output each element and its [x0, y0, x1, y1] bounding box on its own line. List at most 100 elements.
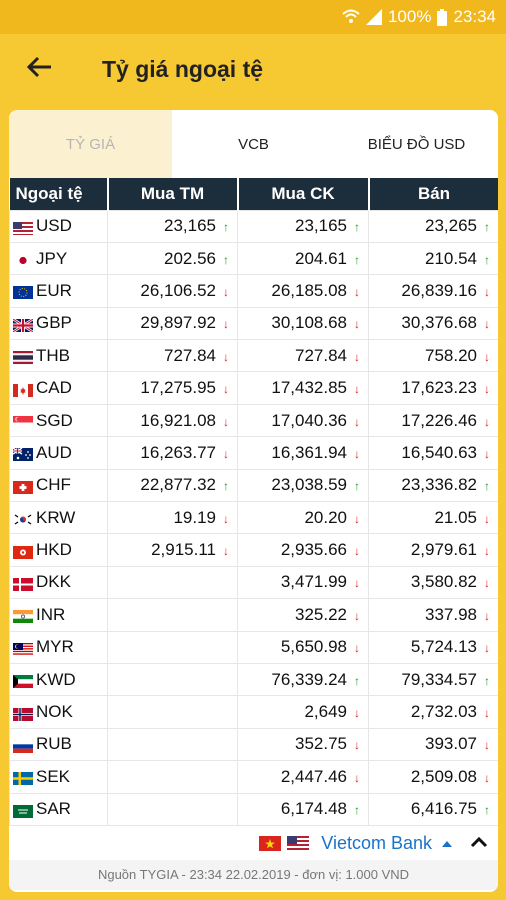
- table-row[interactable]: CHF 22,877.32 ↑ 23,038.59 ↑ 23,336.82 ↑: [9, 468, 498, 503]
- arrow-down-icon: ↓: [484, 576, 490, 591]
- table-row[interactable]: KRW 19.19 ↓ 20.20 ↓ 21.05 ↓: [9, 501, 498, 535]
- column-header-sell: Bán: [367, 178, 498, 210]
- sell-cell: 5,724.13 ↓: [368, 630, 498, 664]
- buy-transfer-cell: 2,649 ↓: [237, 695, 369, 729]
- sell-cell: 21.05 ↓: [368, 501, 498, 535]
- bank-name[interactable]: Vietcom Bank: [321, 833, 432, 854]
- signal-icon: [365, 9, 382, 25]
- table-row[interactable]: SAR 6,174.48 ↑ 6,416.75 ↑: [9, 792, 498, 826]
- arrow-down-icon: ↓: [354, 706, 360, 721]
- rate-value: 76,339.24: [271, 669, 347, 689]
- currency-code: THB: [36, 345, 70, 365]
- column-header-buy-cash: Mua TM: [106, 178, 238, 210]
- buy-cash-cell: 23,165 ↑: [107, 209, 238, 243]
- table-row[interactable]: KWD 76,339.24 ↑ 79,334.57 ↑: [9, 662, 498, 697]
- buy-transfer-cell: 727.84 ↓: [237, 339, 369, 373]
- table-row[interactable]: JPY 202.56 ↑ 204.61 ↑ 210.54 ↑: [9, 241, 498, 276]
- table-row[interactable]: EUR 26,106.52 ↓ 26,185.08 ↓ 26,839.16 ↓: [9, 274, 498, 308]
- table-row[interactable]: THB 727.84 ↓ 727.84 ↓ 758.20 ↓: [9, 339, 498, 373]
- currency-code: MYR: [36, 637, 74, 657]
- sell-cell: 17,623.23 ↓: [368, 371, 498, 405]
- wifi-icon: [342, 9, 360, 25]
- vn-flag-icon[interactable]: [259, 836, 282, 852]
- table-row[interactable]: SGD 16,921.08 ↓ 17,040.36 ↓ 17,226.46 ↓: [9, 403, 498, 438]
- currency-cell: GBP: [9, 306, 108, 341]
- table-row[interactable]: RUB 352.75 ↓ 393.07 ↓: [9, 727, 498, 762]
- arrow-up-icon: ↑: [484, 803, 490, 818]
- currency-code: NOK: [36, 702, 73, 722]
- arrow-down-icon: ↓: [484, 738, 490, 753]
- currency-cell: KWD: [9, 662, 108, 697]
- us-flag-icon[interactable]: [287, 836, 310, 852]
- rate-value: 30,108.68: [271, 313, 347, 333]
- rate-value: 16,540.63: [401, 442, 477, 462]
- in-flag-icon: [13, 608, 33, 624]
- ru-flag-icon: [13, 738, 33, 753]
- rate-value: 337.98: [425, 604, 477, 624]
- rate-value: 29,897.92: [140, 313, 216, 333]
- column-header-currency: Ngoại tệ: [9, 178, 108, 210]
- arrow-down-icon: ↓: [484, 511, 490, 526]
- table-row[interactable]: HKD 2,915.11 ↓ 2,935.66 ↓ 2,979.61 ↓: [9, 533, 498, 567]
- rate-value: 17,275.95: [140, 378, 216, 398]
- tab-ty-gia[interactable]: TỶ GIÁ: [9, 110, 172, 178]
- sell-cell: 210.54 ↑: [368, 241, 498, 276]
- arrow-down-icon: ↓: [223, 446, 229, 461]
- arrow-up-icon: ↑: [354, 220, 360, 235]
- sell-cell: 2,509.08 ↓: [368, 760, 498, 794]
- arrow-up-icon: ↑: [223, 220, 229, 235]
- table-row[interactable]: AUD 16,263.77 ↓ 16,361.94 ↓ 16,540.63 ↓: [9, 436, 498, 470]
- arrow-down-icon: ↓: [354, 544, 360, 559]
- currency-code: HKD: [36, 540, 72, 560]
- status-bar: 100% 23:34: [0, 0, 506, 34]
- arrow-down-icon: ↓: [354, 317, 360, 332]
- table-row[interactable]: SEK 2,447.46 ↓ 2,509.08 ↓: [9, 760, 498, 794]
- rate-value: 3,471.99: [280, 572, 347, 592]
- table-row[interactable]: INR 325.22 ↓ 337.98 ↓: [9, 598, 498, 632]
- rate-value: 22,877.32: [140, 475, 216, 495]
- currency-code: SEK: [36, 766, 71, 786]
- tab-vcb[interactable]: VCB: [238, 135, 269, 153]
- exchange-rate-table: Ngoại tệ Mua TM Mua CK Bán USD 23,165 ↑ 23,…: [9, 178, 498, 826]
- table-row[interactable]: NOK 2,649 ↓ 2,732.03 ↓: [9, 695, 498, 729]
- arrow-down-icon: ↓: [223, 544, 229, 559]
- buy-cash-cell: 26,106.52 ↓: [107, 274, 238, 308]
- currency-cell: SEK: [9, 760, 108, 794]
- buy-cash-cell: 29,897.92 ↓: [107, 306, 238, 341]
- rate-value: 19.19: [173, 507, 216, 527]
- sell-cell: 30,376.68 ↓: [368, 306, 498, 341]
- back-button[interactable]: [0, 34, 80, 104]
- table-row[interactable]: GBP 29,897.92 ↓ 30,108.68 ↓ 30,376.68 ↓: [9, 306, 498, 341]
- tab-bieu-do-usd[interactable]: BIỂU ĐỒ USD: [367, 135, 466, 153]
- rates-card: TỶ GIÁ VCB BIỂU ĐỒ USD Ngoại tệ Mua TM M…: [9, 110, 498, 892]
- arrow-down-icon: ↓: [223, 317, 229, 332]
- rate-value: 23,038.59: [271, 475, 347, 495]
- rate-value: 5,650.98: [280, 637, 347, 657]
- table-row[interactable]: DKK 3,471.99 ↓ 3,580.82 ↓: [9, 565, 498, 600]
- back-arrow-icon: [26, 56, 53, 83]
- chevron-up-icon[interactable]: [470, 835, 488, 853]
- currency-cell: CAD: [9, 371, 108, 405]
- no-flag-icon: [13, 706, 33, 721]
- us-flag-icon: [13, 220, 33, 235]
- rate-value: 2,915.11: [151, 540, 216, 560]
- buy-transfer-cell: 6,174.48 ↑: [237, 792, 369, 826]
- arrow-down-icon: ↓: [484, 414, 490, 429]
- dk-flag-icon: [13, 576, 33, 591]
- rate-value: 26,106.52: [140, 280, 216, 300]
- arrow-up-icon: ↑: [484, 479, 490, 494]
- table-row[interactable]: MYR 5,650.98 ↓ 5,724.13 ↓: [9, 630, 498, 664]
- buy-cash-cell: 727.84 ↓: [107, 339, 238, 373]
- sell-cell: 393.07 ↓: [368, 727, 498, 762]
- rate-value: 30,376.68: [401, 313, 477, 333]
- rate-value: 2,979.61: [410, 540, 477, 560]
- table-row[interactable]: CAD 17,275.95 ↓ 17,432.85 ↓ 17,623.23 ↓: [9, 371, 498, 405]
- buy-cash-cell: 2,915.11 ↓: [107, 533, 238, 567]
- caret-up-icon[interactable]: [442, 840, 452, 847]
- arrow-down-icon: ↓: [223, 511, 229, 526]
- buy-transfer-cell: 20.20 ↓: [237, 501, 369, 535]
- currency-code: KRW: [36, 507, 76, 527]
- table-row[interactable]: USD 23,165 ↑ 23,165 ↑ 23,265 ↑: [9, 209, 498, 243]
- arrow-down-icon: ↓: [354, 284, 360, 299]
- bank-selector[interactable]: Vietcom Bank: [9, 828, 498, 860]
